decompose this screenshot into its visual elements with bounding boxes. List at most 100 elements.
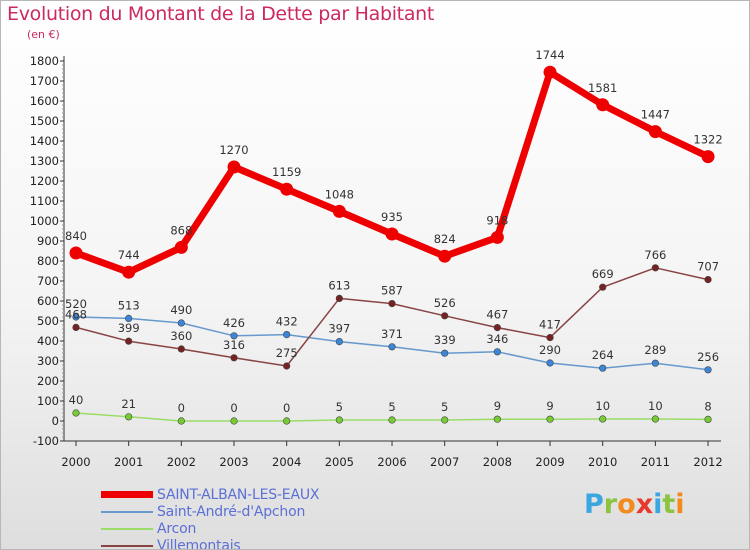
series-2 <box>72 409 712 425</box>
series-0-point <box>701 150 715 164</box>
series-3-point <box>125 337 133 345</box>
series-3-data-label: 587 <box>381 284 403 298</box>
series-0-data-label: 1270 <box>219 143 248 157</box>
series-3-data-label: 417 <box>539 318 561 332</box>
series-3-data-label: 468 <box>65 307 87 321</box>
series-1-data-label: 426 <box>223 316 245 330</box>
series-0-data-label: 1048 <box>325 187 354 201</box>
y-tick-label: 900 <box>37 234 59 248</box>
series-0-point <box>280 182 294 196</box>
y-tick-label: 1200 <box>30 174 59 188</box>
series-0-point <box>543 65 557 79</box>
logo-letter: x <box>635 489 654 520</box>
series-2-point <box>388 416 396 424</box>
series-2-point <box>177 417 185 425</box>
series-2-point <box>125 413 133 421</box>
series-0-data-label: 918 <box>486 213 508 227</box>
series-1-data-label: 490 <box>170 303 192 317</box>
series-3-point <box>441 312 449 320</box>
line-chart: -100010020030040050060070080090010001100… <box>30 48 723 469</box>
series-2-point <box>651 415 659 423</box>
series-3-point <box>546 334 554 342</box>
series-3-point <box>704 276 712 284</box>
series-1-data-label: 346 <box>486 332 508 346</box>
series-1-point <box>546 359 554 367</box>
y-tick-label: -100 <box>33 434 59 448</box>
series-2-data-label: 5 <box>388 400 395 414</box>
logo-letter: P <box>584 489 604 520</box>
y-tick-label: 200 <box>37 374 59 388</box>
legend-item: Saint-André-d'Apchon <box>101 503 319 520</box>
y-tick-label: 1600 <box>30 94 59 108</box>
series-1-point <box>125 314 133 323</box>
logo-letter: o <box>617 489 636 520</box>
series-2-point <box>441 416 449 424</box>
series-2-point <box>72 409 80 417</box>
series-1-data-label: 371 <box>381 327 403 341</box>
x-tick-label: 2009 <box>535 455 564 469</box>
series-0-data-label: 1581 <box>588 81 617 95</box>
legend-swatch <box>101 491 153 498</box>
y-tick-label: 600 <box>37 294 59 308</box>
series-1-data-label: 397 <box>328 322 350 336</box>
chart-axes: -100010020030040050060070080090010001100… <box>30 54 723 469</box>
series-0-point <box>174 240 188 254</box>
y-tick-label: 1800 <box>30 54 59 68</box>
series-2-point <box>546 415 554 423</box>
series-3-point <box>230 354 238 362</box>
y-tick-label: 1400 <box>30 134 59 148</box>
series-1-point <box>72 313 80 321</box>
x-tick-label: 2004 <box>272 455 301 469</box>
series-1-data-label: 513 <box>118 298 140 312</box>
x-tick-label: 2008 <box>483 455 512 469</box>
series-3-point <box>283 362 291 370</box>
y-tick-label: 1700 <box>30 74 59 88</box>
x-tick-label: 2005 <box>325 455 354 469</box>
logo-letter: t <box>662 489 676 520</box>
y-tick-label: 300 <box>37 354 59 368</box>
series-3-data-label: 613 <box>328 278 350 292</box>
series-1-data-label: 339 <box>434 333 456 347</box>
series-1-data-label: 520 <box>65 297 87 311</box>
series-1-point <box>283 331 291 339</box>
x-tick-label: 2000 <box>61 455 90 469</box>
x-tick-label: 2006 <box>377 455 406 469</box>
chart-unit: (en €) <box>27 28 60 41</box>
series-0-point <box>438 249 452 263</box>
series-1-point <box>441 349 449 357</box>
y-tick-label: 500 <box>37 314 59 328</box>
series-0-data-label: 1159 <box>272 165 301 179</box>
x-tick-label: 2003 <box>219 455 248 469</box>
series-2-data-label: 0 <box>178 401 185 415</box>
series-0-point <box>385 227 399 241</box>
series-1-data-label: 290 <box>539 343 561 357</box>
y-tick-label: 1000 <box>30 214 59 228</box>
series-2-point <box>283 417 291 425</box>
series-0-point <box>227 160 241 174</box>
series-0-point <box>69 246 83 260</box>
series-0-data-label: 868 <box>170 223 192 237</box>
series-0-point <box>122 265 136 279</box>
series-3-point <box>651 264 659 272</box>
series-3-data-label: 399 <box>118 321 140 335</box>
legend-item: Arcon <box>101 520 319 537</box>
legend-label: Villemontais <box>157 537 241 550</box>
series-3-data-label: 275 <box>276 346 298 360</box>
logo-letter: i <box>675 489 685 520</box>
series-3-point <box>335 294 343 303</box>
series-1-point <box>599 364 607 372</box>
series-layer <box>69 65 715 425</box>
legend-label: Arcon <box>157 520 197 537</box>
series-3-data-label: 766 <box>644 248 666 262</box>
series-2-data-label: 10 <box>648 399 663 413</box>
series-1-point <box>177 319 185 327</box>
y-tick-label: 1300 <box>30 154 59 168</box>
y-tick-label: 100 <box>37 394 59 408</box>
series-3-data-label: 467 <box>486 308 508 322</box>
series-2-data-label: 9 <box>494 399 501 413</box>
series-0-point <box>490 230 504 244</box>
series-1-point <box>230 332 238 340</box>
series-0-data-label: 824 <box>434 232 456 246</box>
series-0-data-label: 1744 <box>535 48 564 62</box>
y-tick-label: 1500 <box>30 114 59 128</box>
